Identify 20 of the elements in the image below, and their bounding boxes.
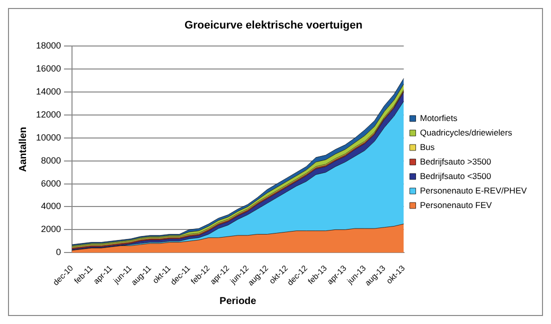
legend-label: Quadricycles/driewielers	[420, 127, 512, 138]
legend-label: Bedrijfsauto >3500	[420, 156, 492, 166]
y-axis-title: Aantallen	[18, 126, 29, 172]
y-tick-label: 0	[56, 247, 62, 258]
legend-label: Bus	[420, 142, 435, 152]
y-tick-label: 16000	[36, 64, 62, 74]
y-tick-label: 8000	[40, 155, 62, 166]
y-tick-label: 10000	[36, 132, 62, 142]
legend-label: Motorfiets	[420, 112, 458, 123]
chart-title: Groeicurve elektrische voertuigen	[184, 20, 363, 32]
x-axis-title: Periode	[220, 296, 257, 307]
y-tick-label: 12000	[36, 109, 62, 120]
legend-label: Bedrijfsauto <3500	[420, 170, 492, 181]
y-tick-label: 18000	[36, 40, 62, 51]
y-tick-label: 2000	[40, 224, 62, 234]
y-tick-label: 6000	[40, 178, 62, 188]
y-tick-label: 14000	[36, 86, 62, 97]
legend-label: Personenauto E-REV/PHEV	[420, 185, 528, 196]
y-tick-label: 4000	[40, 201, 62, 212]
legend-label: Personenauto FEV	[420, 200, 492, 210]
